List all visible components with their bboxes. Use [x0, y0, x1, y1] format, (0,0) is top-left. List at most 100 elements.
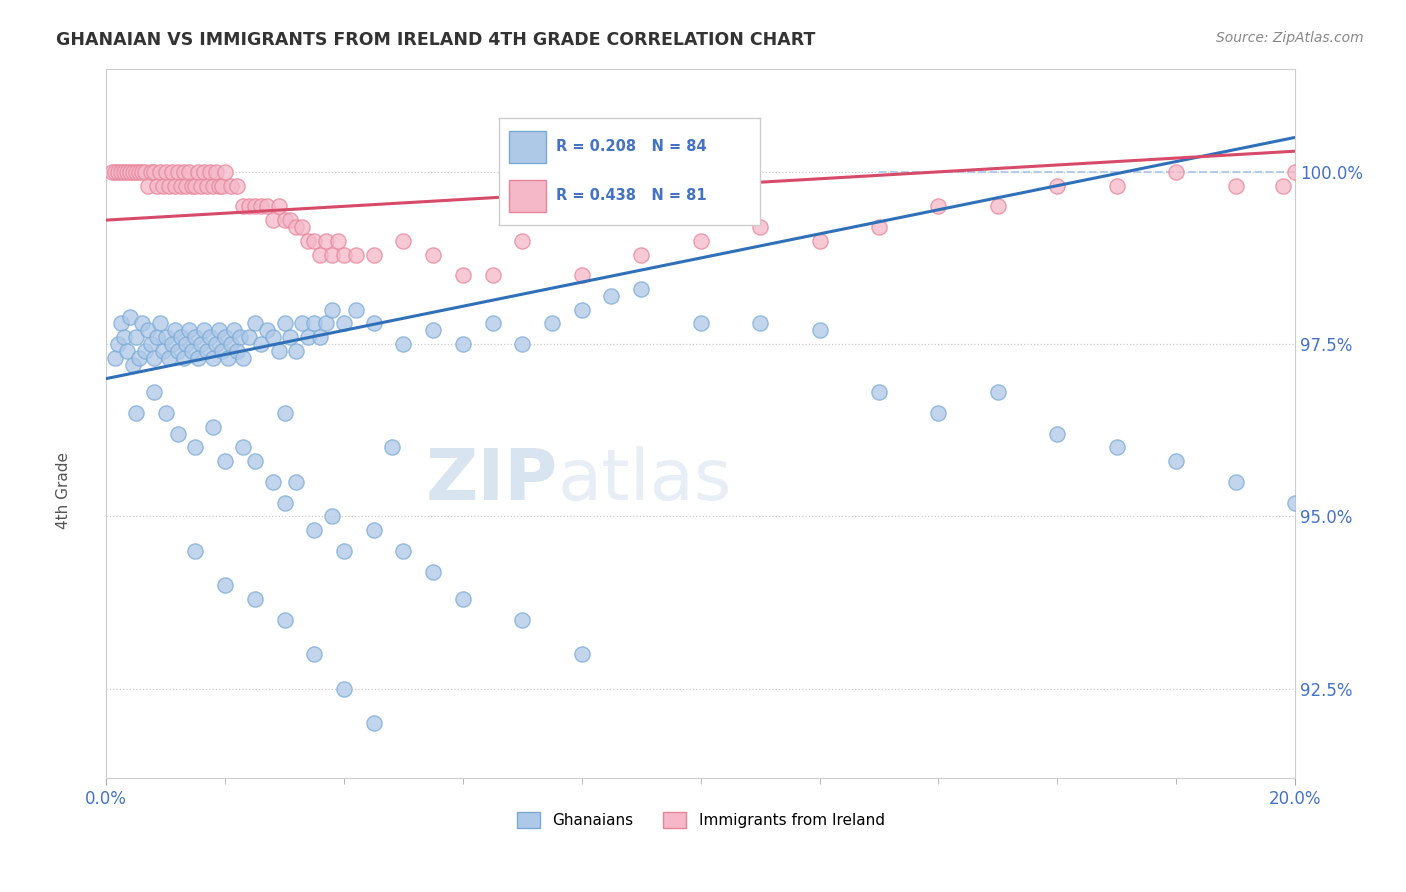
Point [155, 165, 177, 179]
Point [205, 337, 228, 351]
Text: 4th Grade: 4th Grade [56, 452, 70, 529]
Point [169, 330, 191, 344]
Point [112, 165, 135, 179]
Point [273, 495, 295, 509]
Point [987, 199, 1010, 213]
Point [689, 234, 711, 248]
Point [987, 385, 1010, 400]
Point [249, 199, 271, 213]
Point [214, 165, 236, 179]
Point [190, 178, 212, 193]
Point [481, 268, 503, 283]
Point [1284, 495, 1306, 509]
Legend: Ghanaians, Immigrants from Ireland: Ghanaians, Immigrants from Ireland [510, 806, 891, 834]
Point [166, 165, 188, 179]
Point [214, 454, 236, 468]
Point [344, 247, 367, 261]
Point [304, 523, 326, 537]
Point [422, 565, 444, 579]
Point [157, 178, 180, 193]
Point [217, 351, 239, 365]
Point [176, 178, 198, 193]
Point [122, 165, 145, 179]
Point [326, 234, 349, 248]
Point [868, 385, 890, 400]
Point [392, 337, 415, 351]
Point [205, 165, 228, 179]
Point [152, 178, 174, 193]
Point [173, 165, 195, 179]
Point [226, 344, 249, 359]
Point [510, 613, 533, 627]
Point [451, 592, 474, 607]
Point [211, 344, 233, 359]
Point [184, 178, 207, 193]
Point [304, 317, 326, 331]
Point [136, 178, 159, 193]
Point [392, 234, 415, 248]
Point [118, 310, 141, 324]
Point [1225, 178, 1247, 193]
Point [571, 268, 593, 283]
Point [128, 351, 150, 365]
Point [315, 234, 337, 248]
Point [571, 302, 593, 317]
Point [163, 178, 186, 193]
Point [202, 178, 225, 193]
Text: Source: ZipAtlas.com: Source: ZipAtlas.com [1216, 31, 1364, 45]
Point [122, 358, 145, 372]
Point [149, 317, 172, 331]
Point [689, 317, 711, 331]
Point [110, 165, 132, 179]
Point [142, 351, 165, 365]
Point [195, 344, 218, 359]
Point [309, 330, 332, 344]
Point [1284, 165, 1306, 179]
Point [139, 337, 162, 351]
Point [363, 523, 385, 537]
Point [125, 330, 148, 344]
Point [145, 178, 167, 193]
Point [118, 165, 141, 179]
Point [273, 613, 295, 627]
Point [304, 647, 326, 661]
Point [868, 219, 890, 234]
Point [333, 681, 356, 696]
Point [256, 199, 278, 213]
Point [208, 323, 231, 337]
Point [229, 330, 252, 344]
Point [297, 330, 319, 344]
Point [630, 247, 652, 261]
Point [193, 323, 215, 337]
Point [195, 178, 218, 193]
Point [200, 165, 222, 179]
Point [214, 330, 236, 344]
Point [157, 351, 180, 365]
Point [280, 330, 302, 344]
Point [249, 337, 271, 351]
Point [131, 165, 153, 179]
Point [211, 178, 233, 193]
Point [273, 213, 295, 227]
Point [110, 317, 132, 331]
Point [181, 178, 204, 193]
Point [160, 165, 183, 179]
Point [1105, 441, 1128, 455]
Point [176, 337, 198, 351]
Point [510, 337, 533, 351]
Point [267, 344, 290, 359]
Point [107, 165, 129, 179]
Point [262, 213, 284, 227]
Point [363, 716, 385, 731]
Point [304, 234, 326, 248]
Point [1166, 165, 1188, 179]
Point [363, 317, 385, 331]
Point [238, 330, 260, 344]
Text: GHANAIAN VS IMMIGRANTS FROM IRELAND 4TH GRADE CORRELATION CHART: GHANAIAN VS IMMIGRANTS FROM IRELAND 4TH … [56, 31, 815, 49]
Point [136, 323, 159, 337]
Point [134, 344, 156, 359]
Point [184, 330, 207, 344]
Point [214, 578, 236, 592]
Point [112, 330, 135, 344]
Point [181, 344, 204, 359]
